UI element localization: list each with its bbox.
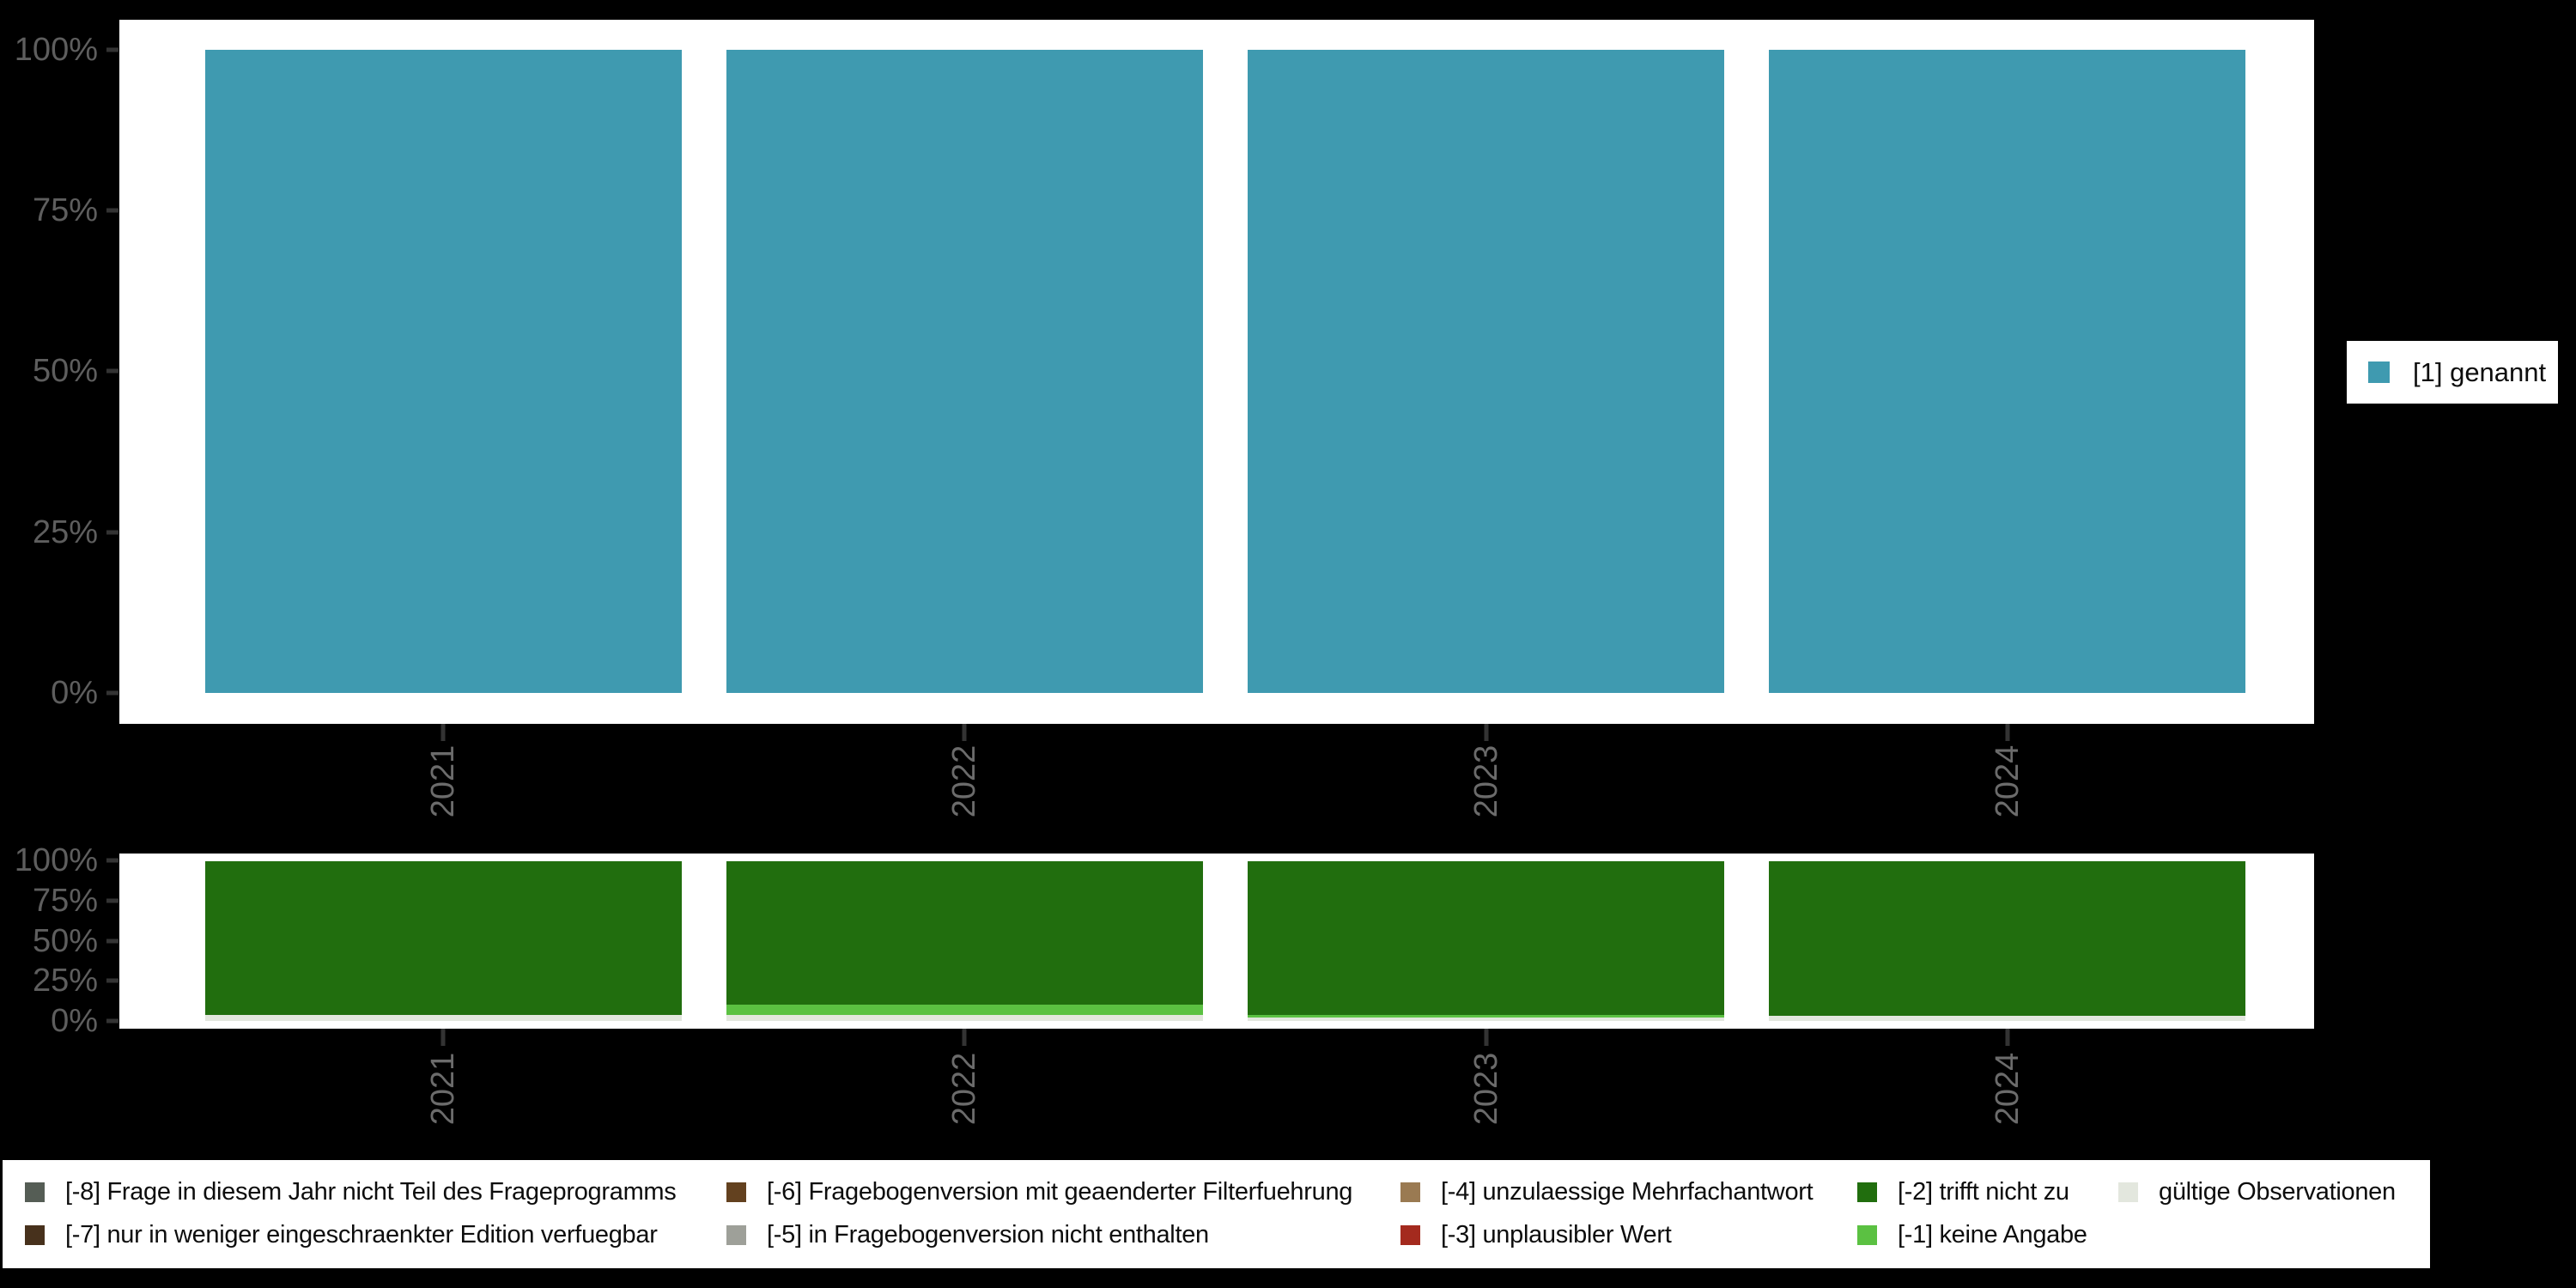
legend-item-minus3: [-3] unplausibler Wert [1400,1221,1672,1249]
bar-2024 [1769,50,2245,693]
x-tick-mark [1484,1029,1489,1046]
x-tick-label-2023: 2023 [1468,1052,1504,1126]
legend-mentions: [1] genannt [2347,341,2558,404]
bar-segment [205,50,682,693]
missings-bar-2024 [1769,861,2245,1021]
y-tick-mark [106,978,118,983]
y-tick-label: 100% [14,32,98,68]
legend-item-minus2: [-2] trifft nicht zu [1857,1178,2069,1206]
bar-segment [205,1014,682,1021]
legend-label-genannt: [1] genannt [2413,356,2547,387]
legend-label-minus6: [-6] Fragebogenversion mit geaenderter F… [767,1178,1353,1206]
legend-item-minus4: [-4] unzulaessige Mehrfachantwort [1400,1178,1814,1206]
legend-label-minus3: [-3] unplausibler Wert [1441,1221,1672,1249]
y-tick-label: 0% [51,1003,98,1039]
x-tick-label-2024: 2024 [1990,1052,2026,1126]
y-tick-label: 50% [32,923,98,959]
y-tick-label: 50% [32,353,98,389]
x-tick-mark [2005,1029,2010,1046]
y-tick-label: 25% [32,963,98,999]
y-tick-mark [106,939,118,944]
bar-segment [726,861,1203,1005]
x-tick-mark [440,1029,446,1046]
legend-swatch-minus6 [726,1182,746,1202]
y-tick-mark [106,208,118,213]
bar-segment [1248,50,1724,693]
bar-segment [726,1015,1203,1021]
y-tick-label: 0% [51,675,98,711]
y-tick-mark [106,898,118,903]
x-tick-mark [440,724,446,741]
bar-segment [1769,1016,2245,1021]
legend-item-minus8: [-8] Frage in diesem Jahr nicht Teil des… [25,1178,677,1206]
legend-label-minus8: [-8] Frage in diesem Jahr nicht Teil des… [65,1178,677,1206]
legend-swatch-minus1 [1857,1225,1877,1245]
bar-segment [726,50,1203,693]
legend-label-minus1: [-1] keine Angabe [1898,1221,2087,1249]
y-tick-label: 75% [32,883,98,919]
legend-item-minus5: [-5] in Fragebogenversion nicht enthalte… [726,1221,1209,1249]
bar-2022 [726,50,1203,693]
legend-swatch-minus2 [1857,1182,1877,1202]
legend-item-valid: gültige Observationen [2118,1178,2396,1206]
missings-bar-2023 [1248,861,1724,1021]
y-tick-mark [106,690,118,696]
legend-item-minus1: [-1] keine Angabe [1857,1221,2087,1249]
legend-swatch-minus3 [1400,1225,1420,1245]
y-tick-mark [106,47,118,52]
x-tick-mark [1484,724,1489,741]
legend-label-minus4: [-4] unzulaessige Mehrfachantwort [1441,1178,1814,1206]
legend-swatch-minus5 [726,1225,746,1245]
y-tick-mark [106,368,118,374]
legend-label-minus5: [-5] in Fragebogenversion nicht enthalte… [767,1221,1209,1249]
legend-swatch-minus7 [25,1225,45,1245]
x-tick-label-2021: 2021 [425,1052,461,1126]
x-tick-label-2022: 2022 [946,1052,982,1126]
legend-swatch-minus8 [25,1182,45,1202]
legend-item-minus7: [-7] nur in weniger eingeschraenkter Edi… [25,1221,658,1249]
legend-swatch-valid [2118,1182,2138,1202]
legend-label-minus2: [-2] trifft nicht zu [1898,1178,2069,1206]
bar-segment [726,1005,1203,1016]
bar-2021 [205,50,682,693]
bar-segment [205,861,682,1015]
bar-segment [1769,861,2245,1017]
missings-bar-2022 [726,861,1203,1021]
x-tick-mark [962,724,967,741]
legend-label-valid: gültige Observationen [2159,1178,2396,1206]
y-tick-label: 75% [32,192,98,228]
legend-swatch-genannt [2368,361,2390,383]
y-tick-mark [106,1018,118,1024]
x-tick-mark [962,1029,967,1046]
y-tick-label: 25% [32,514,98,550]
x-tick-label-2023: 2023 [1468,744,1504,818]
missings-chart-plot-area [119,854,2314,1029]
mentions-chart-plot-area [119,20,2314,724]
x-tick-label-2024: 2024 [1990,744,2026,818]
legend-label-minus7: [-7] nur in weniger eingeschraenkter Edi… [65,1221,658,1249]
x-tick-mark [2005,724,2010,741]
legend-item-minus6: [-6] Fragebogenversion mit geaenderter F… [726,1178,1352,1206]
y-tick-label: 100% [14,842,98,878]
bar-segment [1248,1018,1724,1021]
x-tick-label-2022: 2022 [946,744,982,818]
bar-2023 [1248,50,1724,693]
y-tick-mark [106,530,118,535]
bar-segment [1248,1014,1724,1018]
legend-swatch-minus4 [1400,1182,1420,1202]
y-tick-mark [106,858,118,863]
x-tick-label-2021: 2021 [425,744,461,818]
bar-segment [1248,861,1724,1015]
legend-missings: [-8] Frage in diesem Jahr nicht Teil des… [3,1160,2430,1268]
missings-bar-2021 [205,861,682,1021]
bar-segment [1769,50,2245,693]
